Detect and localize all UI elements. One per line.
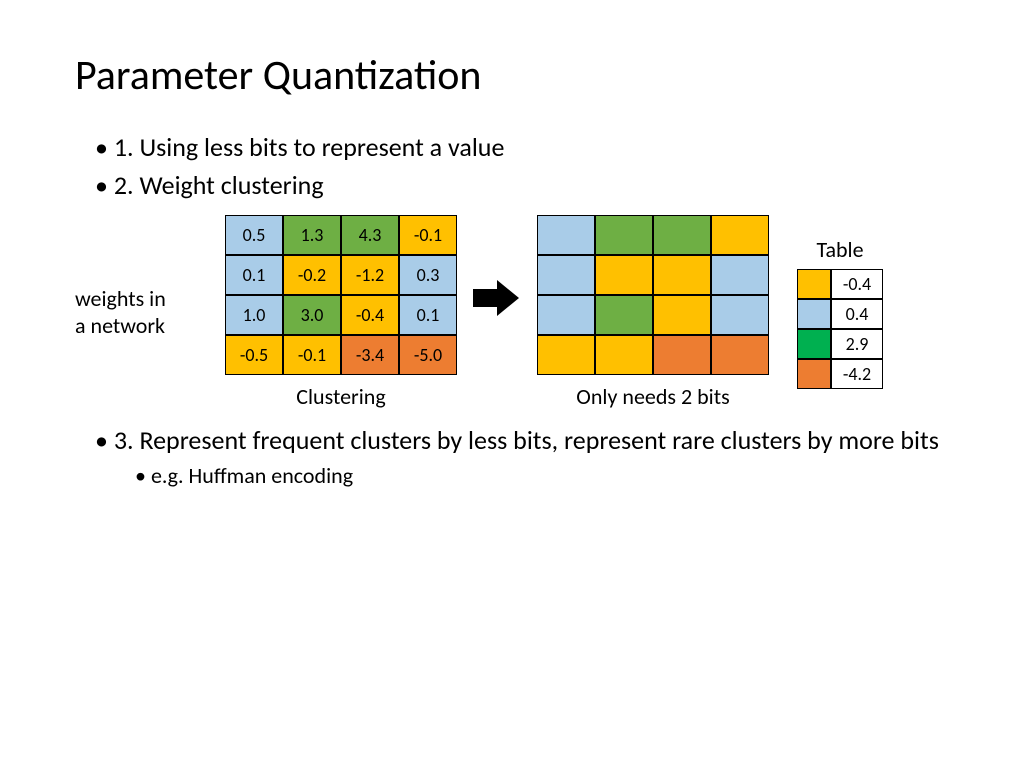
lookup-swatch — [797, 269, 831, 299]
grid-cell: -1.2 — [341, 255, 399, 295]
weights-label-line2: a network — [75, 312, 165, 339]
right-grid — [537, 215, 769, 375]
grid-cell — [537, 295, 595, 335]
grid-cell: 0.3 — [399, 255, 457, 295]
left-grid: 0.51.34.3-0.10.1-0.2-1.20.31.03.0-0.40.1… — [225, 215, 457, 375]
grid-cell: -0.1 — [283, 335, 341, 375]
weights-label: weights in a network — [75, 286, 225, 339]
grid-cell: -0.4 — [341, 295, 399, 335]
grid-cell: 1.3 — [283, 215, 341, 255]
bullet-1: 1. Using less bits to represent a value — [95, 131, 949, 163]
grid-cell — [711, 295, 769, 335]
bullet-3-sub: e.g. Huffman encoding — [135, 462, 949, 489]
lookup-value: 0.4 — [831, 299, 883, 329]
slide: Parameter Quantization 1. Using less bit… — [0, 0, 1024, 525]
grid-cell: -5.0 — [399, 335, 457, 375]
grid-cell: 0.1 — [225, 255, 283, 295]
grid-cell — [711, 255, 769, 295]
grid-cell: -0.1 — [399, 215, 457, 255]
arrow-icon — [473, 278, 521, 318]
left-grid-wrap: 0.51.34.3-0.10.1-0.2-1.20.31.03.0-0.40.1… — [225, 215, 457, 410]
lookup-value: -0.4 — [831, 269, 883, 299]
grid-cell — [653, 295, 711, 335]
lookup-swatch — [797, 329, 831, 359]
grid-cell: 3.0 — [283, 295, 341, 335]
grid-cell — [595, 335, 653, 375]
grid-cell — [653, 215, 711, 255]
right-caption: Only needs 2 bits — [576, 383, 729, 410]
lookup-swatch — [797, 359, 831, 389]
grid-cell — [653, 335, 711, 375]
left-caption: Clustering — [296, 383, 385, 410]
grid-cell — [711, 335, 769, 375]
grid-cell — [537, 335, 595, 375]
lookup-table-title: Table — [816, 236, 863, 263]
grid-cell — [595, 295, 653, 335]
grid-cell — [537, 215, 595, 255]
right-grid-wrap: Only needs 2 bits — [537, 215, 769, 410]
bullet-3: 3. Represent frequent clusters by less b… — [95, 424, 949, 456]
lookup-value: -4.2 — [831, 359, 883, 389]
lookup-table: -0.40.42.9-4.2 — [797, 269, 883, 389]
bullet-2: 2. Weight clustering — [95, 169, 949, 201]
lookup-swatch — [797, 299, 831, 329]
grid-cell: 1.0 — [225, 295, 283, 335]
grid-cell — [595, 255, 653, 295]
grid-cell: 4.3 — [341, 215, 399, 255]
grid-cell: 0.1 — [399, 295, 457, 335]
weights-label-line1: weights in — [75, 285, 166, 312]
diagram-row: weights in a network 0.51.34.3-0.10.1-0.… — [75, 215, 949, 410]
lookup-table-wrap: Table -0.40.42.9-4.2 — [797, 236, 883, 389]
grid-cell — [537, 255, 595, 295]
grid-cell: 0.5 — [225, 215, 283, 255]
grid-cell — [595, 215, 653, 255]
grid-cell — [711, 215, 769, 255]
grid-cell: -0.2 — [283, 255, 341, 295]
grid-cell — [653, 255, 711, 295]
grid-cell: -0.5 — [225, 335, 283, 375]
grid-cell: -3.4 — [341, 335, 399, 375]
lookup-value: 2.9 — [831, 329, 883, 359]
slide-title: Parameter Quantization — [75, 50, 949, 101]
